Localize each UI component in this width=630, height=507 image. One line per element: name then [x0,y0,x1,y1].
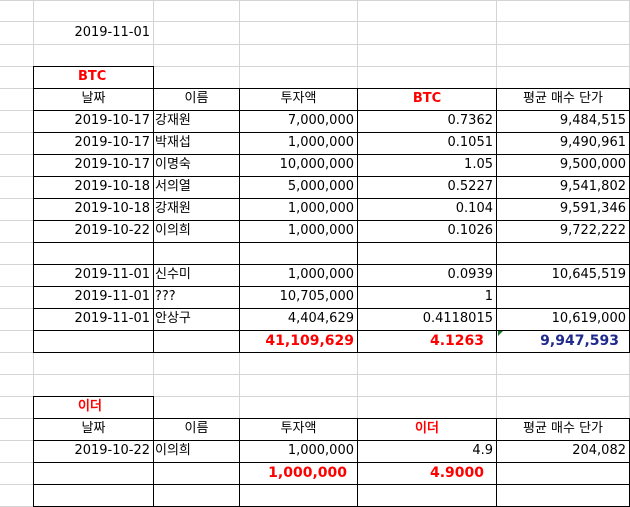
table-cell-date[interactable]: 2019-10-22 [74,223,150,238]
border-line [33,242,630,243]
eth-total-coin[interactable]: 4.9000 [429,465,484,481]
table-cell-name[interactable]: 이의희 [155,443,191,458]
gridline [0,66,630,67]
gridline [0,44,630,45]
gridline [0,396,630,397]
border-line [33,132,630,133]
btc-header-name[interactable]: 이름 [184,91,209,106]
btc-total-investment[interactable]: 41,109,629 [265,333,354,349]
eth-section-title[interactable]: 이더 [78,399,102,414]
table-cell-name[interactable]: 안상구 [155,311,191,326]
border-line [33,110,630,111]
border-line [357,88,358,353]
table-cell-name[interactable]: 신수미 [155,267,191,282]
table-cell-investment[interactable]: 5,000,000 [287,179,354,194]
btc-header-coin[interactable]: BTC [412,91,442,106]
table-cell-coin[interactable]: 0.4118015 [422,311,493,326]
table-cell-coin[interactable]: 4.9 [472,443,493,458]
table-cell-investment[interactable]: 1,000,000 [287,135,354,150]
table-cell-coin[interactable]: 1 [484,289,493,304]
eth-header-investment[interactable]: 투자액 [280,421,317,436]
table-cell-investment[interactable]: 1,000,000 [287,201,354,216]
table-cell-investment[interactable]: 1,000,000 [287,267,354,282]
border-line [239,88,240,353]
table-cell-avg-price[interactable]: 9,591,346 [559,201,626,216]
gridline [0,0,630,1]
table-cell-date[interactable]: 2019-10-17 [74,157,150,172]
table-cell-investment[interactable]: 1,000,000 [287,443,354,458]
table-cell-date[interactable]: 2019-11-01 [74,311,150,326]
gridline [0,352,630,353]
border-line [33,286,630,287]
table-cell-avg-price[interactable] [497,286,629,308]
table-cell-coin[interactable]: 0.104 [455,201,493,216]
table-cell-date[interactable]: 2019-10-17 [74,135,150,150]
border-line [33,440,630,441]
table-cell-avg-price[interactable]: 9,722,222 [559,223,626,238]
table-cell-investment[interactable]: 1,000,000 [287,223,354,238]
border-line [33,264,630,265]
table-cell-name[interactable]: 이의희 [155,223,191,238]
btc-total-coin[interactable]: 4.1263 [429,333,484,349]
table-cell-avg-price[interactable]: 10,645,519 [551,267,626,282]
formula-marker-icon [498,331,503,336]
table-cell-coin[interactable]: 0.1026 [447,223,494,238]
eth-header-name[interactable]: 이름 [184,421,209,436]
table-cell-investment[interactable]: 10,000,000 [279,157,354,172]
table-cell-avg-price[interactable]: 9,541,802 [559,179,626,194]
border-line [239,418,240,507]
btc-header-date[interactable]: 날짜 [81,91,106,106]
report-date-cell[interactable]: 2019-11-01 [74,25,150,40]
table-cell-investment[interactable]: 4,404,629 [287,311,354,326]
border-line [33,330,630,331]
table-cell-avg-price[interactable]: 9,500,000 [559,157,626,172]
table-cell-date[interactable]: 2019-11-01 [74,289,150,304]
border-line [33,308,630,309]
table-cell-avg-price[interactable]: 10,619,000 [551,311,626,326]
border-line [33,198,630,199]
table-cell-date[interactable]: 2019-10-17 [74,113,150,128]
eth-total-investment[interactable]: 1,000,000 [268,465,347,481]
table-cell-coin[interactable]: 0.7362 [447,113,494,128]
border-line [33,484,630,485]
btc-header-avg-price[interactable]: 평균 매수 단가 [522,91,604,106]
border-line [153,418,154,507]
table-cell-name[interactable]: 강재원 [155,113,191,128]
table-cell-investment[interactable]: 10,705,000 [279,289,354,304]
table-cell-coin[interactable]: 0.1051 [447,135,494,150]
table-cell-coin[interactable]: 1.05 [464,157,493,172]
table-cell-date[interactable]: 2019-11-01 [74,267,150,282]
btc-header-investment[interactable]: 투자액 [280,91,317,106]
eth-header-date[interactable]: 날짜 [81,421,106,436]
border-line [357,418,358,507]
table-cell-date[interactable]: 2019-10-18 [74,179,150,194]
gridline [0,374,630,375]
eth-header-coin[interactable]: 이더 [415,421,439,436]
table-cell-name[interactable]: 강재원 [155,201,191,216]
eth-header-avg-price[interactable]: 평균 매수 단가 [522,421,604,436]
border-line [496,88,497,353]
border-line [33,220,630,221]
border-line [496,418,497,507]
table-cell-avg-price[interactable]: 9,490,961 [559,135,626,150]
table-cell-coin[interactable]: 0.0939 [447,267,494,282]
table-cell-date[interactable]: 2019-10-18 [74,201,150,216]
table-cell-date[interactable]: 2019-10-22 [74,443,150,458]
border-line [33,154,630,155]
border-line [33,462,630,463]
table-cell-name[interactable]: 박재섭 [155,135,191,150]
table-cell-name[interactable]: ??? [155,289,176,304]
btc-section-title[interactable]: BTC [78,69,107,84]
gridline [0,21,630,22]
table-cell-avg-price[interactable]: 9,484,515 [559,113,626,128]
table-cell-name[interactable]: 이명숙 [155,157,191,172]
table-cell-name[interactable]: 서의열 [155,179,191,194]
border-line [33,176,630,177]
table-cell-investment[interactable]: 7,000,000 [287,113,354,128]
btc-total-avg-price[interactable]: 9,947,593 [540,333,619,349]
table-cell-coin[interactable]: 0.5227 [447,179,494,194]
border-line [153,88,154,353]
table-cell-avg-price[interactable]: 204,082 [572,443,626,458]
